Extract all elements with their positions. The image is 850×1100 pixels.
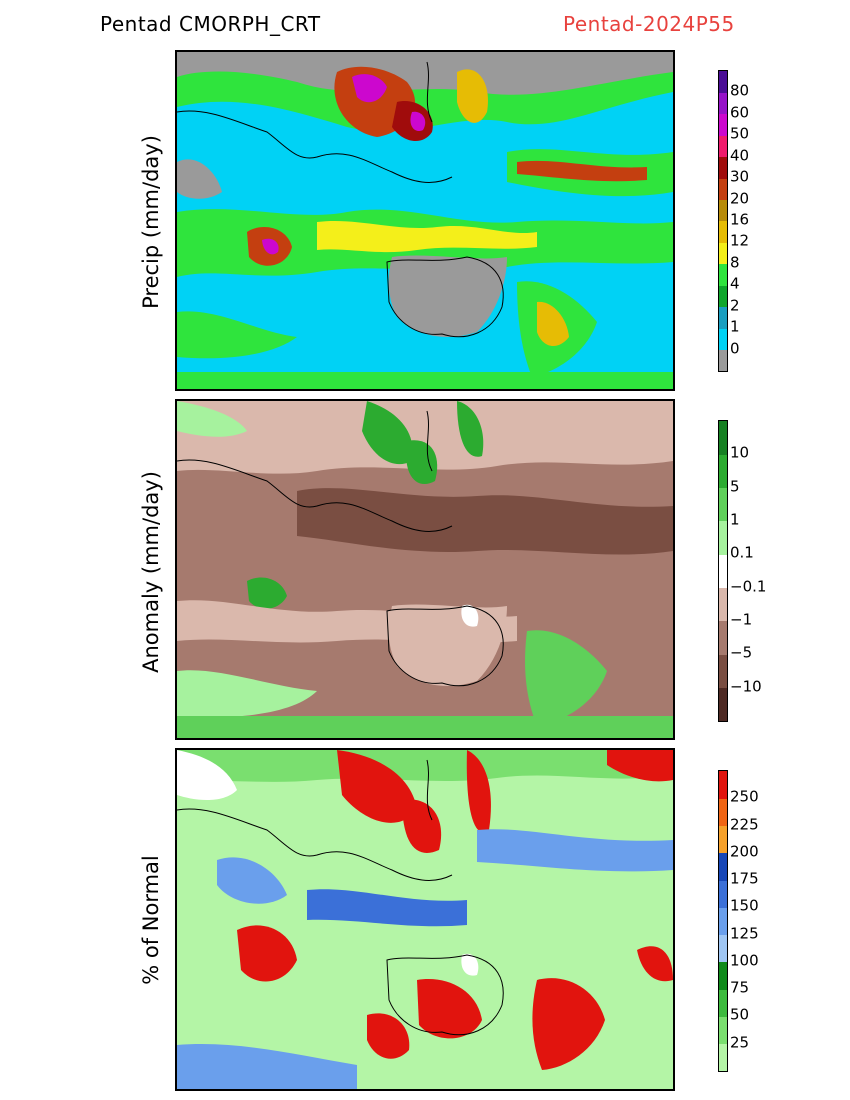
colorbar-segment bbox=[719, 135, 727, 158]
colorbar-segment bbox=[719, 328, 727, 351]
colorbar-tick-label: 10 bbox=[730, 443, 750, 462]
colorbar-tick-label: 1 bbox=[730, 317, 740, 336]
colorbar-segment bbox=[719, 263, 727, 286]
colorbar-tick-label: 5 bbox=[730, 477, 740, 496]
colorbar-tick-label: 25 bbox=[730, 1033, 750, 1052]
precip-axis-label: Precip (mm/day) bbox=[139, 135, 163, 309]
colorbar-tick-label: 20 bbox=[730, 189, 750, 208]
colorbar-tick-label: 50 bbox=[730, 1005, 750, 1024]
colorbar-tick-label: 40 bbox=[730, 146, 750, 165]
colorbar-tick-label: 80 bbox=[730, 81, 750, 100]
colorbar-segment bbox=[719, 587, 727, 622]
colorbar-segment bbox=[719, 852, 727, 881]
colorbar-segment bbox=[719, 349, 727, 372]
anomaly-map[interactable] bbox=[175, 399, 675, 740]
colorbar-tick-label: −0.1 bbox=[730, 577, 767, 596]
precip-map[interactable] bbox=[175, 50, 675, 391]
colorbar-segment bbox=[719, 1043, 727, 1072]
colorbar-segment bbox=[719, 113, 727, 136]
colorbar-tick-label: 225 bbox=[730, 815, 759, 834]
colorbar-segment bbox=[719, 961, 727, 990]
colorbar-tick-label: 125 bbox=[730, 924, 759, 943]
colorbar-segment bbox=[719, 199, 727, 222]
colorbar-tick-label: −5 bbox=[730, 643, 753, 662]
colorbar-tick-label: 250 bbox=[730, 787, 759, 806]
colorbar-tick-label: −1 bbox=[730, 610, 753, 629]
colorbar-tick-label: 175 bbox=[730, 869, 759, 888]
colorbar-segment bbox=[719, 487, 727, 522]
colorbar-segment bbox=[719, 421, 727, 455]
colorbar-segment bbox=[719, 771, 727, 799]
colorbar-segment bbox=[719, 285, 727, 308]
precip-colorbar bbox=[718, 70, 728, 372]
colorbar-segment bbox=[719, 178, 727, 201]
anomaly-axis-label: Anomaly (mm/day) bbox=[139, 471, 163, 673]
colorbar-tick-label: 200 bbox=[730, 842, 759, 861]
pentad-period-label: Pentad-2024P55 bbox=[563, 12, 735, 36]
colorbar-segment bbox=[719, 654, 727, 689]
colorbar-tick-label: 16 bbox=[730, 210, 750, 229]
colorbar-segment bbox=[719, 156, 727, 179]
colorbar-tick-label: 8 bbox=[730, 253, 740, 272]
percent-axis-label: % of Normal bbox=[139, 855, 163, 985]
colorbar-segment bbox=[719, 989, 727, 1017]
colorbar-tick-label: 4 bbox=[730, 274, 740, 293]
colorbar-segment bbox=[719, 1016, 727, 1045]
colorbar-tick-label: 75 bbox=[730, 978, 750, 997]
percent-colorbar bbox=[718, 770, 728, 1072]
colorbar-segment bbox=[719, 880, 727, 908]
colorbar-segment bbox=[719, 934, 727, 963]
colorbar-segment bbox=[719, 621, 727, 655]
colorbar-segment bbox=[719, 92, 727, 115]
percent-normal-map[interactable] bbox=[175, 748, 675, 1091]
colorbar-tick-label: 150 bbox=[730, 896, 759, 915]
colorbar-tick-label: 100 bbox=[730, 951, 759, 970]
colorbar-segment bbox=[719, 687, 727, 722]
colorbar-segment bbox=[719, 71, 727, 93]
colorbar-tick-label: 1 bbox=[730, 510, 740, 529]
figure-title: Pentad CMORPH_CRT bbox=[100, 12, 321, 36]
colorbar-tick-label: 12 bbox=[730, 231, 750, 250]
colorbar-segment bbox=[719, 907, 727, 936]
colorbar-segment bbox=[719, 825, 727, 854]
anomaly-colorbar bbox=[718, 420, 728, 722]
colorbar-tick-label: 30 bbox=[730, 167, 750, 186]
colorbar-tick-label: 0 bbox=[730, 339, 740, 358]
colorbar-tick-label: 50 bbox=[730, 124, 750, 143]
colorbar-tick-label: 2 bbox=[730, 296, 740, 315]
colorbar-segment bbox=[719, 454, 727, 489]
colorbar-segment bbox=[719, 221, 727, 243]
colorbar-segment bbox=[719, 521, 727, 555]
colorbar-segment bbox=[719, 798, 727, 827]
colorbar-tick-label: 60 bbox=[730, 103, 750, 122]
colorbar-segment bbox=[719, 242, 727, 265]
colorbar-segment bbox=[719, 554, 727, 589]
colorbar-tick-label: −10 bbox=[730, 677, 762, 696]
colorbar-tick-label: 0.1 bbox=[730, 543, 754, 562]
colorbar-segment bbox=[719, 306, 727, 329]
